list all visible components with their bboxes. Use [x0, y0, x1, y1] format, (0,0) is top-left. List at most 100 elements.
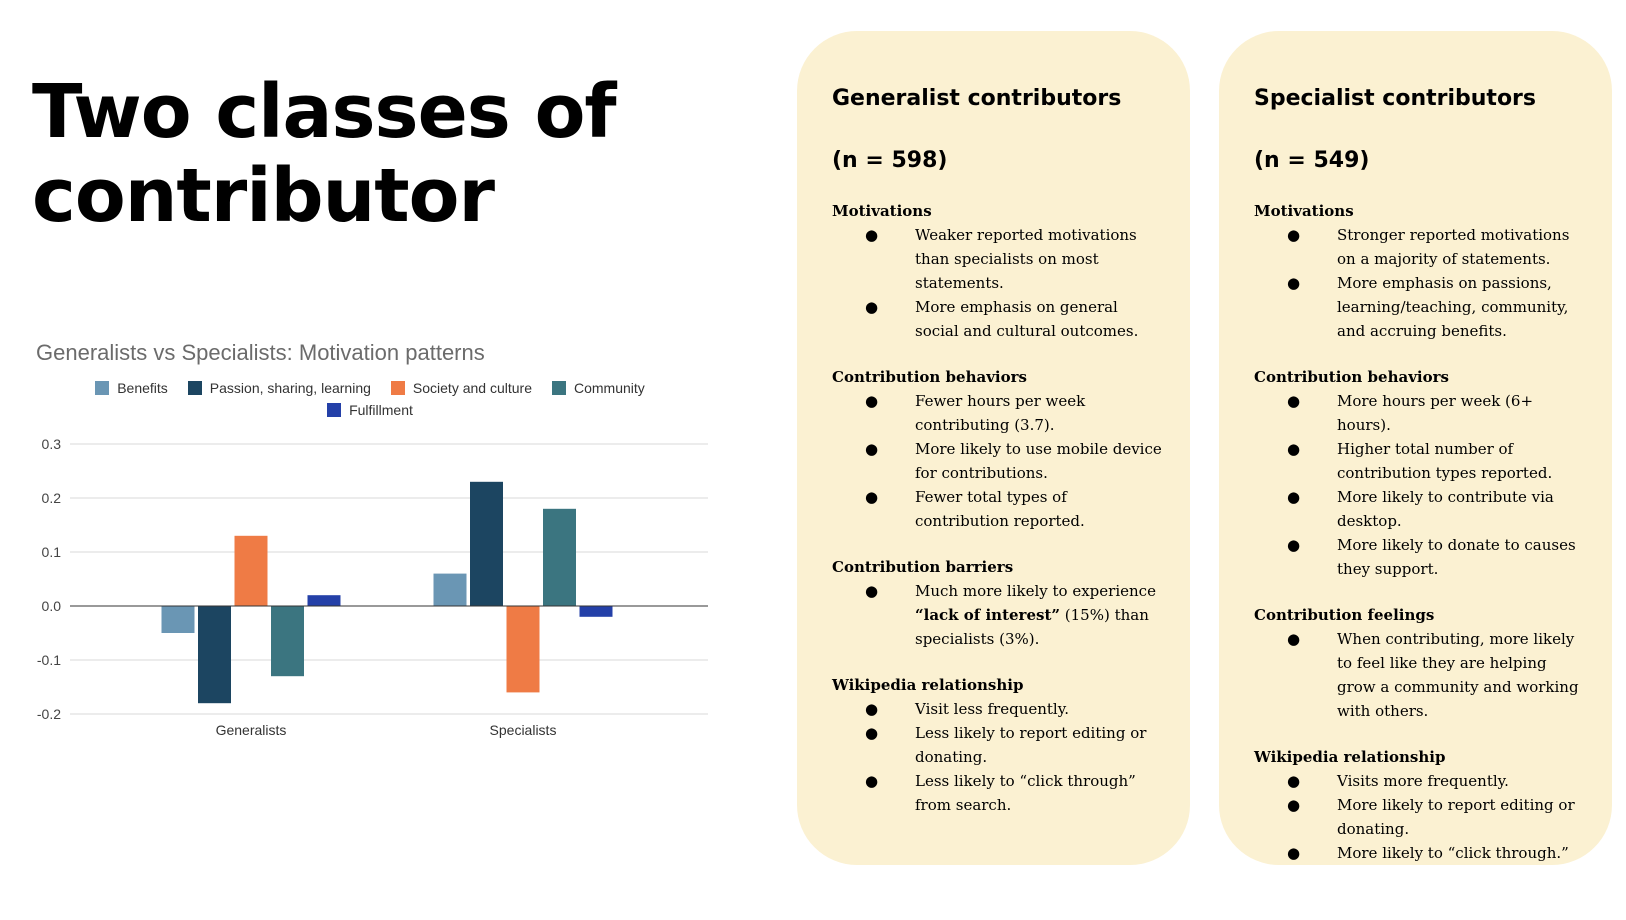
bullet-item: ● More emphasis on general social and cul…: [832, 295, 1162, 343]
section-heading: Contribution behaviors: [832, 368, 1027, 386]
bullet-item: ● More emphasis on passions, learning/tea…: [1254, 271, 1584, 343]
bullet-item: ● Visit less frequently.: [832, 697, 1162, 721]
bullet-text: Higher total number of contribution type…: [1337, 440, 1553, 482]
legend-label: Fulfillment: [349, 402, 413, 418]
card-section: Wikipedia relationship ● Visits more frequ…: [1254, 745, 1584, 865]
section-heading: Contribution feelings: [1254, 606, 1435, 624]
bullet-text: More likely to donate to causes they sup…: [1337, 536, 1576, 578]
legend-label: Community: [573, 380, 645, 396]
legend-item: Passion, sharing, learning: [187, 380, 371, 396]
slide-title: Two classes of contributor: [32, 69, 617, 239]
bullet-text: Less likely to report editing or donatin…: [915, 724, 1147, 766]
bullet-list: ● Visits more frequently. ● More likely to …: [1254, 769, 1584, 865]
bullet-icon: ●: [1287, 440, 1301, 458]
card-title: Generalist contributors: [832, 86, 1122, 111]
bullet-list: ● Stronger reported motivations on a majo…: [1254, 223, 1584, 343]
legend-item: Fulfillment: [327, 402, 413, 418]
bullet-item: ● Stronger reported motivations on a majo…: [1254, 223, 1584, 271]
bullet-item: ● Less likely to report editing or donati…: [832, 721, 1162, 769]
bullet-text: More likely to contribute via desktop.: [1337, 488, 1554, 530]
card-section: Contribution barriers ● Much more likely t…: [832, 555, 1162, 651]
bar: [307, 595, 341, 606]
bullet-text: Stronger reported motivations on a major…: [1337, 226, 1570, 268]
legend-swatch: [327, 403, 342, 417]
bullet-text: Fewer hours per week contributing (3.7).: [915, 392, 1086, 434]
bullet-icon: ●: [1287, 844, 1301, 862]
bullet-item: ● More likely to donate to causes they su…: [1254, 533, 1584, 581]
bar: [198, 606, 231, 704]
bullet-text: More hours per week (6+ hours).: [1337, 392, 1534, 434]
chart: Generalists vs Specialists: Motivation p…: [30, 340, 750, 780]
bullet-text: More likely to “click through.”: [1337, 844, 1569, 862]
y-tick-label: 0.3: [42, 436, 62, 452]
card-section: Motivations ● Stronger reported motivation…: [1254, 199, 1584, 343]
bullet-item: ● Less likely to “click through” from sea…: [832, 769, 1162, 817]
section-heading: Motivations: [1254, 202, 1354, 220]
legend-label: Benefits: [117, 380, 168, 396]
bullet-icon: ●: [1287, 226, 1301, 244]
card-generalist: Generalist contributors (n = 598) Motivati…: [797, 31, 1190, 865]
bullet-icon: ●: [865, 700, 879, 718]
card-section: Contribution behaviors ● More hours per we…: [1254, 365, 1584, 581]
bullet-icon: ●: [865, 392, 879, 410]
bullet-icon: ●: [865, 298, 879, 316]
y-tick-label: 0.0: [42, 598, 62, 614]
legend-swatch: [390, 381, 405, 395]
bullet-text: Visits more frequently.: [1337, 772, 1509, 790]
legend-label: Passion, sharing, learning: [209, 380, 371, 396]
bullet-icon: ●: [865, 772, 879, 790]
bullet-text: More likely to use mobile device for con…: [915, 440, 1162, 482]
bar: [470, 481, 503, 606]
card-sample-size: (n = 598): [832, 148, 948, 173]
bar: [271, 606, 304, 677]
legend-swatch: [187, 381, 202, 395]
legend-label: Society and culture: [412, 380, 532, 396]
bullet-item: ● Visits more frequently.: [1254, 769, 1584, 793]
chart-legend: Benefits Passion, sharing, learning Societ…: [30, 380, 750, 424]
bar: [579, 606, 613, 617]
bullet-list: ● Much more likely to experience “lack of…: [832, 579, 1162, 651]
card-section: Contribution feelings ● When contributing,…: [1254, 603, 1584, 723]
legend-item: Community: [551, 380, 645, 396]
section-heading: Motivations: [832, 202, 932, 220]
section-heading: Wikipedia relationship: [832, 676, 1024, 694]
bullet-text: Less likely to “click through” from sear…: [915, 772, 1136, 814]
bullet-list: ● Visit less frequently. ● Less likely to r…: [832, 697, 1162, 817]
bullet-text: When contributing, more likely to feel l…: [1337, 630, 1579, 720]
bullet-text-bold: “lack of interest”: [915, 606, 1060, 624]
bullet-text: More emphasis on general social and cult…: [915, 298, 1139, 340]
bullet-item: ● More likely to report editing or donati…: [1254, 793, 1584, 841]
bar: [433, 573, 467, 606]
section-heading: Wikipedia relationship: [1254, 748, 1446, 766]
bullet-icon: ●: [1287, 536, 1301, 554]
bullet-list: ● When contributing, more likely to feel …: [1254, 627, 1584, 723]
section-heading: Contribution barriers: [832, 558, 1014, 576]
legend-item: Benefits: [95, 380, 168, 396]
bullet-icon: ●: [1287, 796, 1301, 814]
bullet-text: (15%) than specialists (3%).: [915, 606, 1149, 648]
y-tick-label: 0.1: [42, 544, 62, 560]
bullet-text: Weaker reported motivations than special…: [915, 226, 1137, 292]
bullet-icon: ●: [865, 724, 879, 742]
bullet-icon: ●: [1287, 392, 1301, 410]
bar: [234, 535, 268, 606]
bullet-icon: ●: [1287, 772, 1301, 790]
bar: [506, 606, 540, 693]
bullet-item: ● Fewer hours per week contributing (3.7)…: [832, 389, 1162, 437]
bullet-list: ● Weaker reported motivations than specia…: [832, 223, 1162, 343]
card-section: Contribution behaviors ● Fewer hours per w…: [832, 365, 1162, 533]
bullet-item: ● Higher total number of contribution typ…: [1254, 437, 1584, 485]
bullet-icon: ●: [865, 582, 879, 600]
legend-swatch: [95, 381, 110, 395]
bullet-item: ● More likely to contribute via desktop.: [1254, 485, 1584, 533]
bullet-item: ● More likely to use mobile device for co…: [832, 437, 1162, 485]
bullet-item: ● Fewer total types of contribution repor…: [832, 485, 1162, 533]
y-tick-label: -0.2: [37, 706, 61, 722]
bullet-text: Much more likely to experience: [915, 582, 1156, 600]
bar: [543, 508, 576, 606]
card-sample-size: (n = 549): [1254, 148, 1370, 173]
x-category-label: Generalists: [216, 722, 287, 738]
bullet-icon: ●: [865, 440, 879, 458]
card-section: Wikipedia relationship ● Visit less freque…: [832, 673, 1162, 817]
bar: [161, 606, 195, 633]
